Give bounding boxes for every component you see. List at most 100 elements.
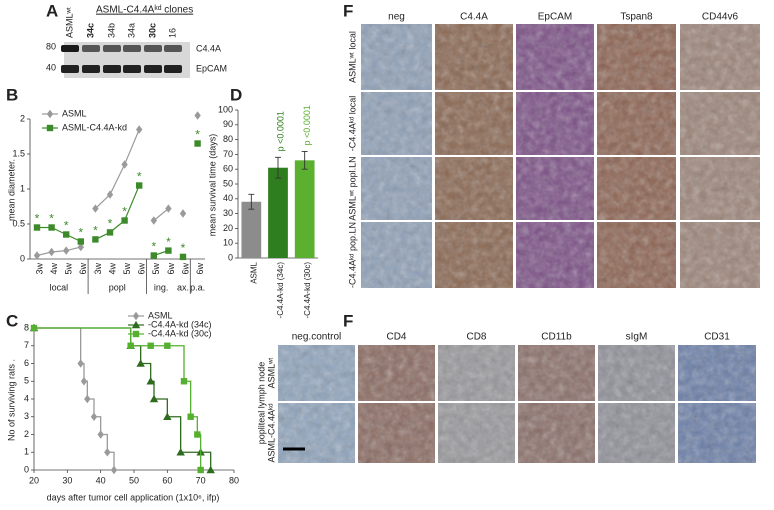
panel-letter: F — [343, 1, 353, 20]
column-label: EpCAM — [538, 12, 572, 23]
marker — [77, 359, 84, 368]
micrograph-texture — [358, 345, 435, 401]
y-tick-label: 60 — [223, 164, 233, 174]
blot-title: ASML-C4.4Aᵏᵈ clones — [96, 5, 193, 16]
lane-label: 30c — [147, 23, 157, 38]
marker — [46, 109, 54, 119]
significance: * — [195, 128, 200, 142]
y-tick-label: 1 — [24, 447, 29, 457]
micrograph-texture — [598, 403, 675, 463]
marker — [132, 311, 140, 321]
micrograph-texture — [680, 222, 760, 288]
marker — [110, 465, 118, 475]
micrograph-texture — [435, 157, 513, 220]
micrograph-texture — [438, 345, 515, 401]
x-tick-label: 40 — [96, 475, 106, 485]
x-tick-label: 20 — [29, 475, 39, 485]
protein-label: EpCAM — [196, 63, 227, 73]
panel-letter: C — [6, 311, 18, 330]
column-label: CD11b — [541, 332, 572, 343]
series-line — [94, 194, 111, 210]
legend-label: -C4.4A-kd (30c) — [148, 328, 212, 338]
micrograph-texture — [678, 345, 756, 401]
micrograph-texture — [278, 403, 355, 463]
micrograph-texture — [680, 24, 760, 90]
marker — [97, 430, 104, 439]
y-tick-label: 2 — [20, 113, 25, 123]
column-label: C4.4A — [460, 12, 488, 23]
blot-band — [61, 45, 79, 52]
blot-band — [103, 65, 121, 73]
y-tick-label: 0.5 — [12, 218, 25, 228]
marker — [194, 431, 201, 438]
micrograph-texture — [597, 157, 676, 220]
marker — [121, 160, 128, 169]
marker — [149, 394, 159, 403]
series-line — [124, 129, 140, 165]
x-tick-label: 6w — [180, 263, 190, 275]
micrograph-texture — [361, 222, 432, 288]
row-label: ASML-C4.4Aᵏᵈ — [266, 403, 276, 463]
marker — [131, 320, 141, 329]
marker — [92, 204, 99, 213]
mw-marker: 80 — [46, 41, 56, 51]
x-tick-label: 60 — [162, 475, 172, 485]
micrograph-texture — [518, 345, 595, 401]
y-tick-label: 0 — [228, 252, 233, 262]
micrograph-texture — [597, 92, 676, 155]
micrograph-texture — [597, 222, 676, 288]
x-tick-label: 3w — [34, 263, 44, 275]
significance: * — [181, 241, 186, 255]
x-tick-label: 5w — [151, 263, 161, 275]
marker — [147, 342, 154, 349]
column-label: CD8 — [466, 332, 486, 343]
mw-marker: 40 — [46, 62, 56, 72]
micrograph-texture — [680, 92, 760, 155]
series-line — [109, 164, 126, 195]
marker — [106, 190, 114, 199]
significance: * — [93, 224, 98, 238]
marker — [77, 238, 84, 245]
lane-label: 16 — [167, 28, 177, 38]
marker — [84, 394, 91, 404]
marker — [206, 465, 215, 474]
column-label: CD4 — [386, 332, 406, 343]
marker — [176, 448, 185, 456]
marker — [187, 413, 194, 420]
bar — [268, 167, 288, 258]
significance: * — [122, 205, 127, 219]
x-tick-label: 6w — [137, 263, 147, 275]
marker — [132, 330, 140, 338]
marker — [48, 247, 55, 257]
legend-label: ASML — [148, 310, 173, 320]
blot-band — [103, 45, 121, 52]
significance: * — [137, 170, 142, 184]
micrograph-texture — [597, 24, 676, 90]
micrograph-texture — [516, 92, 594, 155]
marker — [33, 251, 41, 260]
x-tick-label: 5w — [64, 263, 74, 275]
y-tick-label: 10 — [223, 238, 233, 248]
y-axis-label: mean diameter. — [6, 159, 16, 221]
group-label: ing. — [154, 282, 169, 292]
lane-label: 34c — [85, 23, 95, 38]
marker — [80, 377, 88, 386]
row-label: ASMLʷᵗ popl.LN — [347, 156, 357, 220]
micrograph-texture — [516, 222, 594, 288]
y-tick-label: 20 — [223, 223, 233, 233]
y-tick-label: 8 — [24, 322, 29, 332]
x-tick-label: 30 — [62, 475, 72, 485]
x-tick-label: 5w — [122, 263, 132, 275]
row-label: ASMLʷᵗ local — [347, 31, 357, 83]
marker — [90, 412, 98, 421]
y-tick-label: 6 — [24, 358, 29, 368]
legend-label: -C4.4A-kd (34c) — [148, 319, 212, 329]
marker — [63, 231, 70, 238]
micrograph-texture — [516, 157, 594, 220]
marker — [63, 246, 70, 255]
y-tick-label: 40 — [223, 193, 233, 203]
x-tick-label: 70 — [196, 475, 206, 485]
marker — [150, 252, 157, 259]
p-value: p <0.0001 — [275, 111, 285, 151]
significance: * — [64, 219, 69, 233]
